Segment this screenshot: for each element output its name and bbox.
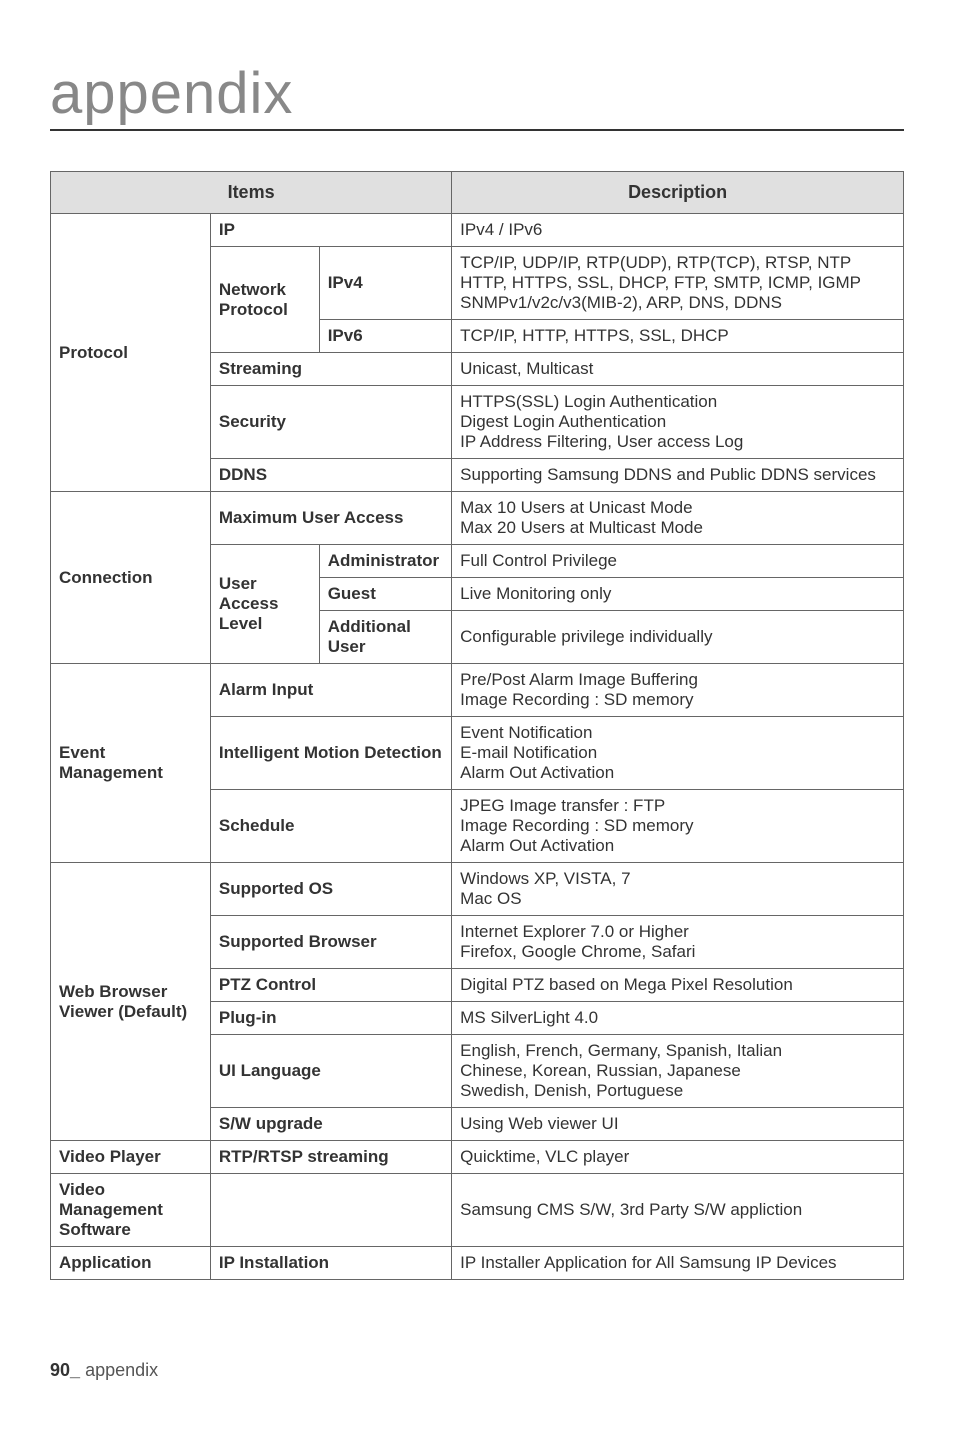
row-netproto-label: Network Protocol xyxy=(210,247,319,353)
row-adduser-label: Additional User xyxy=(319,611,451,664)
table-row: Connection Maximum User Access Max 10 Us… xyxy=(51,492,904,545)
row-security-label: Security xyxy=(210,386,451,459)
group-videoplayer: Video Player xyxy=(51,1141,211,1174)
table-row: Protocol IP IPv4 / IPv6 xyxy=(51,214,904,247)
row-ptz-label: PTZ Control xyxy=(210,969,451,1002)
row-ddns-label: DDNS xyxy=(210,459,451,492)
row-streaming-label: Streaming xyxy=(210,353,451,386)
group-web: Web Browser Viewer (Default) xyxy=(51,863,211,1141)
row-ipv6-desc: TCP/IP, HTTP, HTTPS, SSL, DHCP xyxy=(452,320,904,353)
row-ipinstall-label: IP Installation xyxy=(210,1247,451,1280)
header-items: Items xyxy=(51,172,452,214)
table-row: Video Player RTP/RTSP streaming Quicktim… xyxy=(51,1141,904,1174)
row-ipv6-label: IPv6 xyxy=(319,320,451,353)
group-event: Event Management xyxy=(51,664,211,863)
row-lang-desc: English, French, Germany, Spanish, Itali… xyxy=(452,1035,904,1108)
row-ddns-desc: Supporting Samsung DDNS and Public DDNS … xyxy=(452,459,904,492)
row-ip-label: IP xyxy=(210,214,451,247)
row-upgrade-desc: Using Web viewer UI xyxy=(452,1108,904,1141)
row-plugin-label: Plug-in xyxy=(210,1002,451,1035)
row-vms-desc: Samsung CMS S/W, 3rd Party S/W applictio… xyxy=(452,1174,904,1247)
spec-table: Items Description Protocol IP IPv4 / IPv… xyxy=(50,171,904,1280)
row-rtsp-label: RTP/RTSP streaming xyxy=(210,1141,451,1174)
footer-page-number: 90_ xyxy=(50,1360,80,1380)
row-rtsp-desc: Quicktime, VLC player xyxy=(452,1141,904,1174)
table-row: Application IP Installation IP Installer… xyxy=(51,1247,904,1280)
group-connection: Connection xyxy=(51,492,211,664)
row-schedule-desc: JPEG Image transfer : FTPImage Recording… xyxy=(452,790,904,863)
row-plugin-desc: MS SilverLight 4.0 xyxy=(452,1002,904,1035)
header-description: Description xyxy=(452,172,904,214)
row-vms-spacer xyxy=(210,1174,451,1247)
group-vms: Video Management Software xyxy=(51,1174,211,1247)
group-application: Application xyxy=(51,1247,211,1280)
row-ipv4-desc: TCP/IP, UDP/IP, RTP(UDP), RTP(TCP), RTSP… xyxy=(452,247,904,320)
row-ual-label: User Access Level xyxy=(210,545,319,664)
row-ipv4-label: IPv4 xyxy=(319,247,451,320)
row-streaming-desc: Unicast, Multicast xyxy=(452,353,904,386)
row-ptz-desc: Digital PTZ based on Mega Pixel Resoluti… xyxy=(452,969,904,1002)
row-os-label: Supported OS xyxy=(210,863,451,916)
page-footer: 90_ appendix xyxy=(50,1360,904,1381)
group-protocol: Protocol xyxy=(51,214,211,492)
row-maxuser-desc: Max 10 Users at Unicast ModeMax 20 Users… xyxy=(452,492,904,545)
table-row: Web Browser Viewer (Default) Supported O… xyxy=(51,863,904,916)
row-browser-label: Supported Browser xyxy=(210,916,451,969)
row-security-desc: HTTPS(SSL) Login AuthenticationDigest Lo… xyxy=(452,386,904,459)
row-guest-label: Guest xyxy=(319,578,451,611)
row-imd-label: Intelligent Motion Detection xyxy=(210,717,451,790)
row-admin-desc: Full Control Privilege xyxy=(452,545,904,578)
row-maxuser-label: Maximum User Access xyxy=(210,492,451,545)
row-guest-desc: Live Monitoring only xyxy=(452,578,904,611)
row-imd-desc: Event NotificationE-mail NotificationAla… xyxy=(452,717,904,790)
table-header-row: Items Description xyxy=(51,172,904,214)
row-adduser-desc: Configurable privilege individually xyxy=(452,611,904,664)
row-schedule-label: Schedule xyxy=(210,790,451,863)
row-upgrade-label: S/W upgrade xyxy=(210,1108,451,1141)
footer-text: appendix xyxy=(85,1360,158,1380)
row-alarm-label: Alarm Input xyxy=(210,664,451,717)
row-lang-label: UI Language xyxy=(210,1035,451,1108)
row-ipinstall-desc: IP Installer Application for All Samsung… xyxy=(452,1247,904,1280)
row-os-desc: Windows XP, VISTA, 7Mac OS xyxy=(452,863,904,916)
table-row: Video Management Software Samsung CMS S/… xyxy=(51,1174,904,1247)
row-ip-desc: IPv4 / IPv6 xyxy=(452,214,904,247)
row-browser-desc: Internet Explorer 7.0 or HigherFirefox, … xyxy=(452,916,904,969)
chapter-title: appendix xyxy=(50,60,904,131)
row-admin-label: Administrator xyxy=(319,545,451,578)
table-row: Event Management Alarm Input Pre/Post Al… xyxy=(51,664,904,717)
row-alarm-desc: Pre/Post Alarm Image BufferingImage Reco… xyxy=(452,664,904,717)
